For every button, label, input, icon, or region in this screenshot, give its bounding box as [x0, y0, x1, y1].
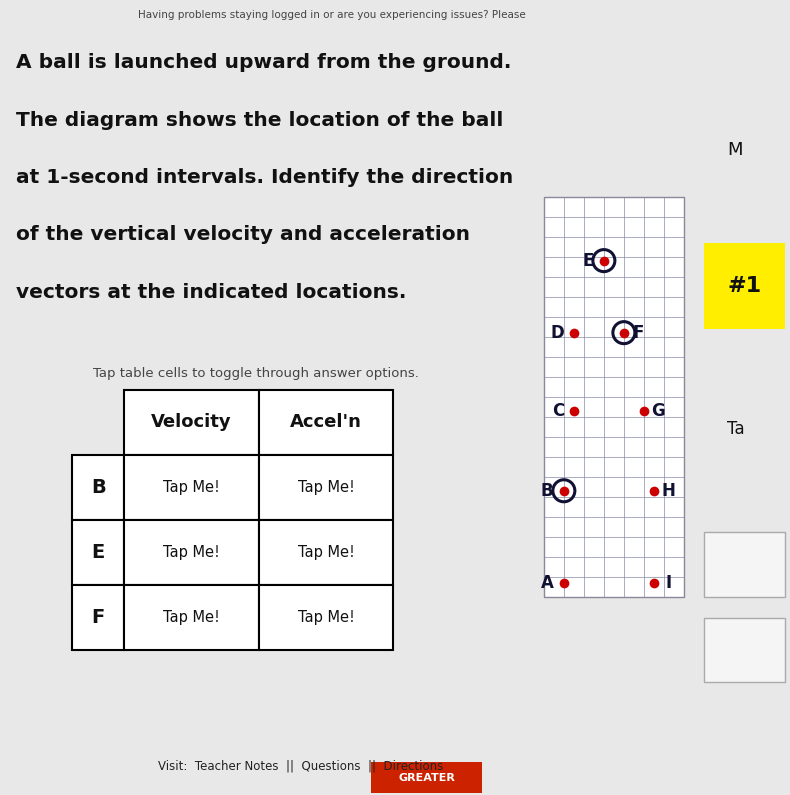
Text: #1: #1 — [728, 276, 762, 296]
Text: Tap Me!: Tap Me! — [298, 479, 355, 494]
Text: Velocity: Velocity — [151, 413, 231, 431]
Bar — [705, 618, 785, 682]
Text: Visit:  Teacher Notes  ||  Questions  ||  Directions: Visit: Teacher Notes || Questions || Dir… — [157, 759, 443, 773]
Bar — [124, 390, 259, 455]
Text: G: G — [651, 401, 665, 420]
Text: Ta: Ta — [727, 420, 745, 438]
Text: Tap Me!: Tap Me! — [163, 610, 220, 625]
Bar — [371, 762, 482, 793]
Text: H: H — [662, 482, 676, 500]
Text: Tap Me!: Tap Me! — [163, 479, 220, 494]
Text: A ball is launched upward from the ground.: A ball is launched upward from the groun… — [16, 53, 511, 72]
Bar — [73, 455, 124, 520]
Bar — [73, 584, 124, 650]
Text: B: B — [540, 482, 553, 500]
Bar — [124, 520, 259, 584]
Text: E: E — [92, 543, 105, 562]
Text: GREATER: GREATER — [398, 773, 455, 782]
Text: B: B — [91, 478, 106, 497]
Text: Having problems staying logged in or are you experiencing issues? Please: Having problems staying logged in or are… — [138, 10, 525, 20]
Text: F: F — [632, 324, 644, 342]
Text: of the vertical velocity and acceleration: of the vertical velocity and acceleratio… — [16, 225, 469, 244]
Bar — [705, 243, 785, 329]
Text: C: C — [551, 401, 564, 420]
Text: Tap Me!: Tap Me! — [298, 610, 355, 625]
Bar — [259, 455, 393, 520]
Bar — [124, 584, 259, 650]
Bar — [73, 520, 124, 584]
Text: Tap table cells to toggle through answer options.: Tap table cells to toggle through answer… — [93, 366, 419, 380]
Text: The diagram shows the location of the ball: The diagram shows the location of the ba… — [16, 111, 503, 130]
Text: at 1-second intervals. Identify the direction: at 1-second intervals. Identify the dire… — [16, 168, 513, 187]
Text: I: I — [666, 574, 672, 591]
Bar — [705, 533, 785, 596]
Text: Accel'n: Accel'n — [290, 413, 362, 431]
Text: E: E — [582, 251, 593, 270]
Text: Tap Me!: Tap Me! — [298, 545, 355, 560]
Text: D: D — [551, 324, 565, 342]
Text: A: A — [541, 574, 555, 591]
Bar — [259, 584, 393, 650]
Text: vectors at the indicated locations.: vectors at the indicated locations. — [16, 282, 406, 301]
Bar — [544, 196, 684, 597]
Bar — [259, 390, 393, 455]
Text: M: M — [727, 142, 743, 160]
Bar — [124, 455, 259, 520]
Text: F: F — [92, 607, 105, 626]
Text: Tap Me!: Tap Me! — [163, 545, 220, 560]
Bar — [259, 520, 393, 584]
